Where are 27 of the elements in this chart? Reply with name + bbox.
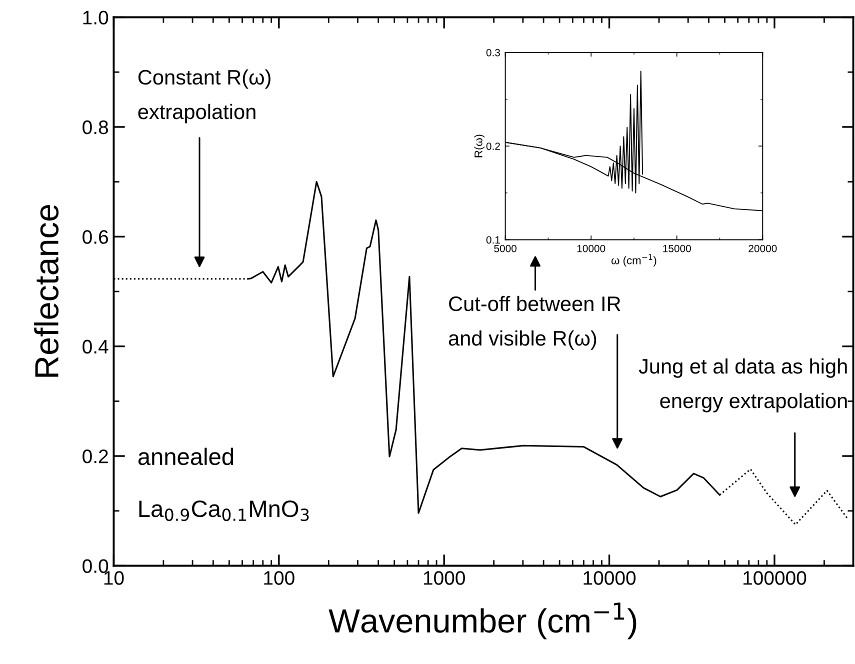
x-tick-label: 1000 [424, 571, 465, 585]
x-tick-label: 10000 [584, 571, 636, 585]
annotation: Jung et al data as high energy extrapolation [638, 358, 847, 412]
y-tick-label: 0.3 [486, 48, 500, 56]
x-tick-label: 15000 [663, 244, 691, 252]
y-tick-label: 0.1 [486, 236, 500, 244]
annotation: Cut-off between IR and visible R(ω) [448, 296, 620, 350]
y-tick-label: 0.2 [486, 142, 500, 150]
y-axis-title: R(ω) [474, 134, 485, 158]
annotation: La$_{0.9}$Ca$_{0.1}$MnO$_{3}$ [139, 500, 309, 522]
x-tick-label: 20000 [748, 244, 777, 252]
y-tick-label: 0.0 [82, 559, 108, 573]
y-tick-label: 0.2 [82, 450, 108, 464]
x-axis-title: Wavenumber (cm$^{−1}$) [328, 602, 636, 640]
x-tick-label: 5000 [494, 244, 516, 252]
x-tick-label: 100 [264, 571, 294, 585]
y-tick-label: 0.6 [82, 230, 108, 244]
x-tick-label: 10 [104, 571, 124, 585]
x-tick-label: 10000 [577, 244, 606, 252]
y-tick-label: 1.0 [83, 10, 108, 24]
annotation: annealed [138, 448, 234, 466]
y-tick-label: 0.4 [82, 340, 108, 354]
x-tick-label: 100000 [744, 571, 806, 585]
annotation: Constant R(ω) extrapolation [138, 69, 270, 124]
x-axis-title: ω (cm$^{−1}$) [611, 254, 656, 266]
y-axis-title: Reflectance [34, 204, 59, 377]
y-tick-label: 0.8 [82, 120, 108, 134]
